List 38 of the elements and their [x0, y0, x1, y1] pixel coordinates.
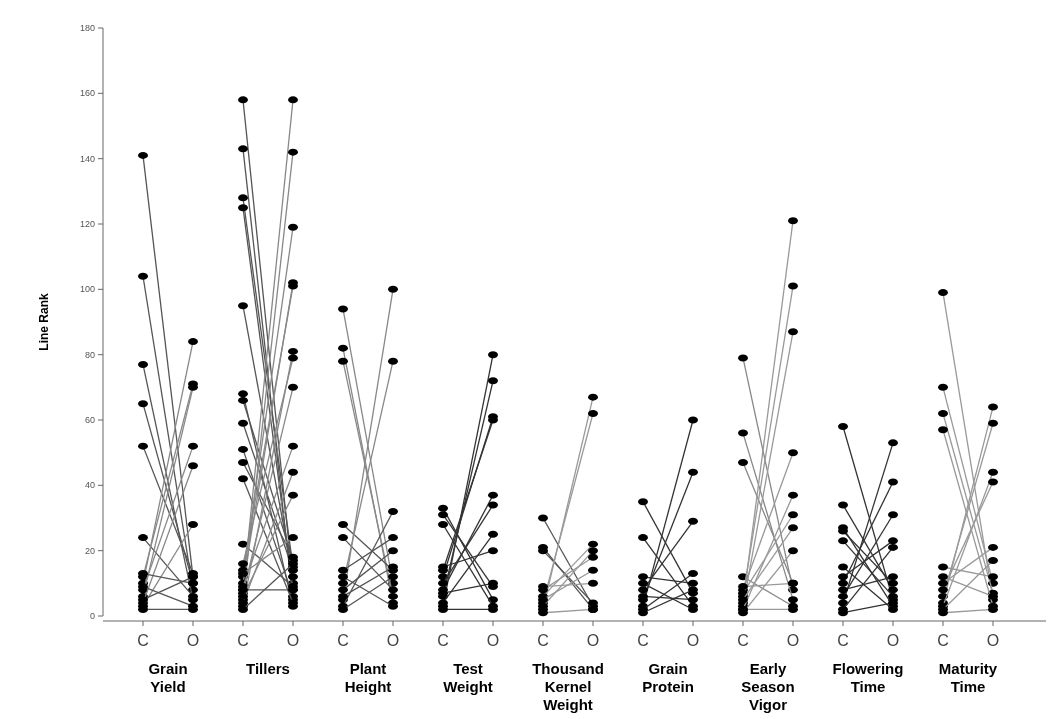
x-tick-label: C	[437, 632, 449, 649]
text: Flowering Time	[832, 660, 904, 695]
x-tick-label: C	[237, 632, 249, 649]
x-tick-label: O	[386, 632, 400, 649]
y-tick-label: 0	[89, 611, 95, 622]
x-tick-label: C	[537, 632, 549, 649]
x-tick-label: O	[286, 632, 300, 649]
y-tick-label: 180	[79, 23, 95, 34]
x-tick-label: C	[737, 632, 749, 649]
text: Thousand Kernel Weight	[532, 660, 604, 713]
x-tick-label: C	[837, 632, 849, 649]
text: Grain Yield	[148, 660, 188, 695]
y-tick-label: 80	[84, 349, 95, 360]
x-tick-label: O	[486, 632, 500, 649]
y-tick-label: 60	[84, 415, 95, 426]
y-tick-label: 100	[79, 284, 95, 295]
x-tick-label: O	[686, 632, 700, 649]
x-tick-label: O	[986, 632, 1000, 649]
text: Plant Height	[344, 660, 392, 695]
text: Tillers	[246, 660, 290, 677]
x-tick-label: O	[186, 632, 200, 649]
x-tick-label: C	[637, 632, 649, 649]
x-tick-label: C	[937, 632, 949, 649]
y-axis-title: Line Rank	[37, 293, 51, 351]
x-tick-label: C	[137, 632, 149, 649]
y-tick-label: 20	[84, 545, 95, 556]
text: Test Weight	[443, 660, 493, 695]
y-tick-label: 40	[84, 480, 95, 491]
text: Maturity Time	[938, 660, 998, 695]
y-tick-label: 140	[79, 153, 95, 164]
x-tick-label: C	[337, 632, 349, 649]
text: Grain Protein	[642, 660, 694, 695]
y-tick-label: 160	[79, 88, 95, 99]
x-tick-label: O	[786, 632, 800, 649]
x-tick-label: O	[586, 632, 600, 649]
x-tick-label: O	[886, 632, 900, 649]
y-tick-label: 120	[79, 219, 95, 230]
text: Early Season Vigor	[741, 660, 795, 713]
